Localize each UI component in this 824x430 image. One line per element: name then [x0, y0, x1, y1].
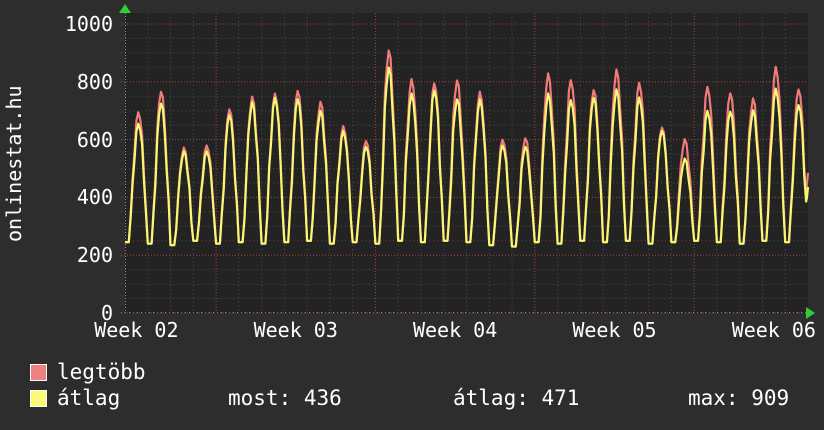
- y-tick-label: 0: [100, 301, 113, 325]
- stat-max: max: 909: [688, 386, 790, 410]
- stat-atlag: átlag: 471: [453, 386, 580, 410]
- x-tick-label: Week 02: [94, 318, 179, 342]
- y-axis-arrow-icon: [119, 4, 131, 13]
- x-tick-label: Week 06: [731, 318, 816, 342]
- y-tick-label: 600: [76, 127, 113, 152]
- stat-most: most: 436: [228, 386, 342, 410]
- plot-area: [121, 10, 810, 314]
- x-tick-label: Week 03: [253, 318, 338, 342]
- y-axis-labels: 0 200 400 600 800 1000: [0, 0, 113, 340]
- legend-swatch-atlag: [30, 390, 47, 407]
- legend-label-atlag: átlag: [57, 386, 121, 410]
- y-tick-label: 400: [76, 185, 113, 210]
- y-tick-label: 1000: [64, 12, 113, 36]
- chart-plot-svg: [121, 10, 810, 314]
- series-line-legtobb: [125, 49, 810, 248]
- x-tick-label: Week 04: [412, 318, 498, 342]
- legend-swatch-legtobb: [30, 364, 47, 381]
- legend-label-legtobb: legtöbb: [57, 360, 146, 384]
- y-tick-label: 200: [76, 243, 113, 268]
- series-line-atlag: [125, 66, 810, 248]
- y-tick-label: 800: [76, 69, 113, 94]
- x-tick-label: Week 05: [572, 318, 657, 342]
- x-axis-arrow-icon: [806, 307, 815, 319]
